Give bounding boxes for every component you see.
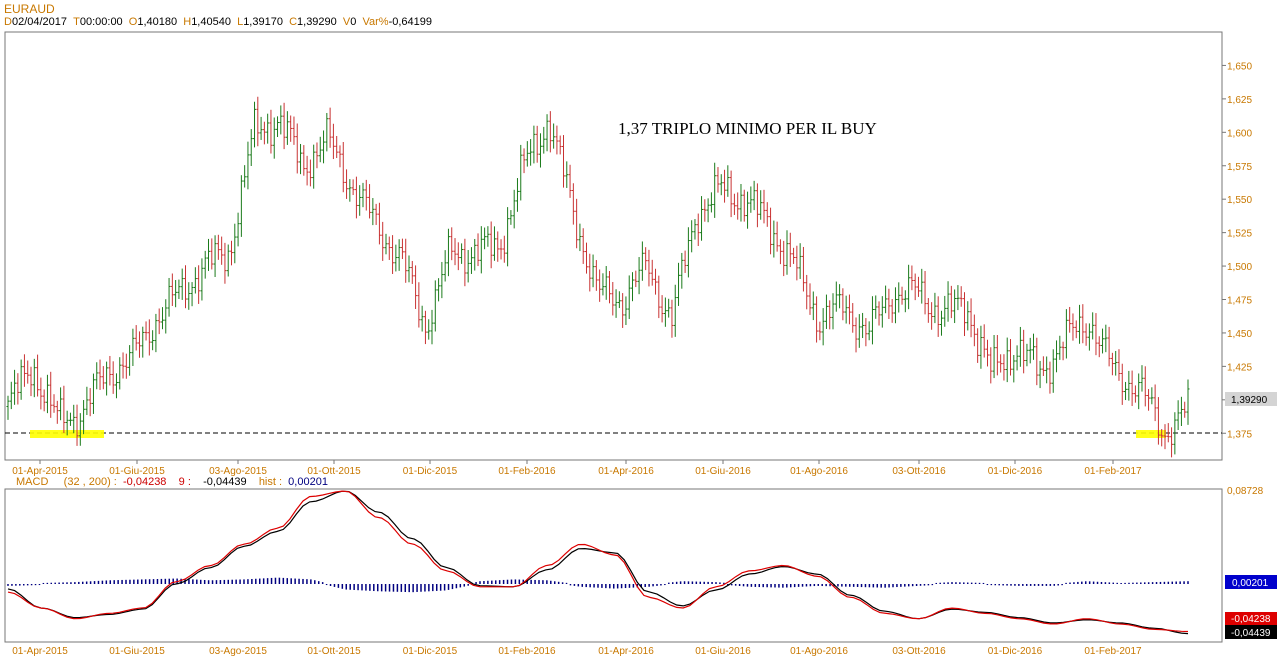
price-ytick-label: 1,375: [1227, 429, 1252, 440]
last-price-box: [1225, 392, 1277, 406]
price-xtick-label: 01-Dic-2015: [403, 466, 458, 477]
price-ytick-label: 1,600: [1227, 128, 1252, 139]
price-ytick-label: 1,575: [1227, 162, 1252, 173]
ohlc-key: Var%: [362, 16, 389, 28]
price-xtick-label: 03-Ago-2015: [209, 466, 267, 477]
hist-value-label: 0,00201: [1232, 578, 1269, 589]
ohlc-key: C: [289, 16, 298, 28]
price-panel: [4, 31, 1223, 461]
ohlc-value: -0,64199: [388, 16, 439, 28]
ohlc-key: D: [4, 16, 12, 28]
macd-value-box: [1225, 612, 1277, 625]
macd-value-label: -0,04238: [1231, 614, 1271, 625]
macd-xtick-label: 01-Feb-2016: [498, 646, 556, 657]
ohlc-value: 1,40540: [191, 16, 238, 28]
macd-xtick-label: 03-Ago-2015: [209, 646, 267, 657]
macd-histogram: [7, 577, 1189, 593]
candlestick-series: [6, 96, 1190, 458]
price-ytick-label: 1,475: [1227, 296, 1252, 307]
price-xtick-label: 01-Dic-2016: [988, 466, 1043, 477]
macd-line: [7, 490, 1189, 633]
price-xtick-label: 01-Feb-2016: [498, 466, 556, 477]
price-ytick-label: 1,650: [1227, 61, 1252, 72]
macd-value: -0,04238: [123, 476, 167, 488]
ohlc-value: 1,39290: [297, 16, 343, 28]
macd-xtick-label: 01-Ott-2015: [307, 646, 361, 657]
macd-panel: [4, 488, 1223, 643]
hist-key: hist :: [258, 476, 283, 488]
ohlc-value: 1,39170: [243, 16, 290, 28]
signal-key: 9 :: [178, 476, 191, 488]
macd-info: MACD (32 , 200) : -0,04238 9 : -0,04439 …: [16, 476, 328, 488]
support-highlight-right: [1136, 430, 1166, 438]
ohlc-value: 1,40180: [137, 16, 184, 28]
price-ytick-label: 1,425: [1227, 362, 1252, 373]
macd-xtick-label: 01-Giu-2015: [109, 646, 165, 657]
ohlc-value: 02/04/2017: [11, 16, 74, 28]
price-xtick-label: 01-Apr-2015: [12, 466, 68, 477]
price-xtick-label: 01-Giu-2015: [109, 466, 165, 477]
macd-params: (32 , 200) :: [63, 476, 117, 488]
macd-ytick-label: 0,08728: [1227, 486, 1264, 497]
price-ytick-label: 1,525: [1227, 229, 1252, 240]
ohlc-key: O: [128, 16, 138, 28]
macd-xtick-label: 01-Giu-2016: [695, 646, 751, 657]
ohlc-key: L: [237, 16, 244, 28]
signal-value-label: -0,04439: [1231, 628, 1271, 639]
price-xtick-label: 01-Apr-2016: [598, 466, 654, 477]
last-price-label: 1,39290: [1231, 395, 1268, 406]
macd-xtick-label: 01-Apr-2016: [598, 646, 654, 657]
macd-name: MACD: [16, 476, 49, 488]
price-xtick-label: 01-Ott-2015: [307, 466, 361, 477]
signal-value-box: [1225, 625, 1277, 639]
price-ytick-label: 1,625: [1227, 95, 1252, 106]
price-xtick-label: 01-Giu-2016: [695, 466, 751, 477]
ohlc-value: 0: [350, 16, 363, 28]
hist-value: 0,00201: [288, 476, 328, 488]
symbol-label: EURAUD: [4, 2, 55, 16]
price-xtick-label: 01-Ago-2016: [790, 466, 848, 477]
macd-xtick-label: 01-Apr-2015: [12, 646, 68, 657]
ohlc-key: H: [183, 16, 192, 28]
price-ytick-label: 1,550: [1227, 195, 1252, 206]
macd-xtick-label: 01-Dic-2016: [988, 646, 1043, 657]
annotation-text: 1,37 TRIPLO MINIMO PER IL BUY: [618, 119, 877, 138]
macd-xtick-label: 03-Ott-2016: [892, 646, 946, 657]
price-ytick-label: 1,450: [1227, 329, 1252, 340]
ohlc-key: V: [342, 16, 351, 28]
ohlc-readout: D02/04/2017 T00:00:00 O1,40180 H1,40540 …: [4, 16, 438, 28]
ohlc-key: T: [73, 16, 80, 28]
price-xtick-label: 03-Ott-2016: [892, 466, 946, 477]
ohlc-value: 00:00:00: [79, 16, 129, 28]
signal-line: [7, 490, 1189, 635]
price-ytick-label: 1,500: [1227, 262, 1252, 273]
price-xtick-label: 01-Feb-2017: [1084, 466, 1142, 477]
hist-value-box: [1225, 575, 1277, 589]
signal-value: -0,04439: [203, 476, 247, 488]
macd-xtick-label: 01-Dic-2015: [403, 646, 458, 657]
macd-xtick-label: 01-Feb-2017: [1084, 646, 1142, 657]
macd-xtick-label: 01-Ago-2016: [790, 646, 848, 657]
